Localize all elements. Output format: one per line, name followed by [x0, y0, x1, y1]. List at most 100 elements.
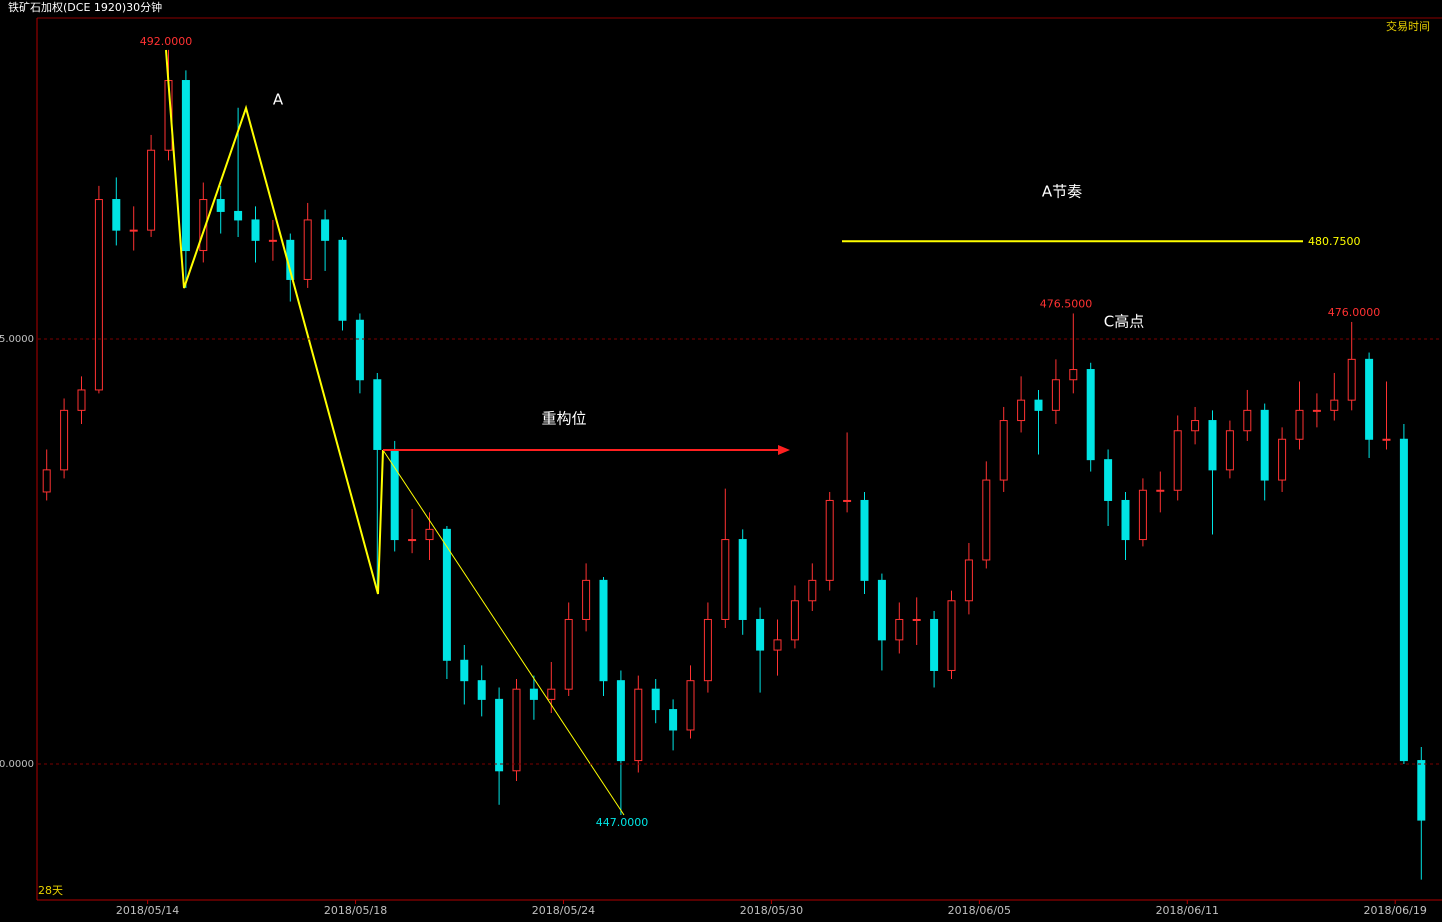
candle-body [181, 80, 190, 252]
annotation-text: A [273, 91, 284, 109]
annotation-text: A节奏 [1042, 183, 1082, 201]
candle-body [390, 448, 399, 541]
candle-body [1156, 489, 1165, 492]
candle-body [930, 618, 939, 671]
candle-body [738, 539, 747, 620]
candle-body [1034, 399, 1043, 411]
candle-body [1208, 420, 1217, 471]
candle-body [129, 229, 138, 232]
price-label: 476.0000 [1328, 306, 1381, 319]
x-tick-label: 2018/05/30 [740, 904, 803, 917]
candle-body [512, 688, 521, 772]
arrow-head [778, 445, 790, 455]
candle-body [843, 499, 852, 502]
trend-line [382, 449, 625, 816]
x-tick-label: 2018/05/18 [324, 904, 387, 917]
candle-body [1086, 369, 1095, 461]
candle-body [408, 539, 417, 542]
candle-body [60, 409, 69, 471]
candle-body [234, 210, 243, 221]
candle-body [1017, 399, 1026, 422]
candle-body [895, 618, 904, 641]
candle-body [686, 680, 695, 731]
candle-body [303, 219, 312, 280]
candle-body [1399, 438, 1408, 762]
candle-body [94, 199, 103, 391]
candle-body [982, 479, 991, 561]
candle-body [616, 680, 625, 762]
x-tick-label: 2018/06/11 [1156, 904, 1219, 917]
candle-body [860, 499, 869, 581]
candle-body [599, 579, 608, 682]
candle-body [773, 639, 782, 651]
candle-body [651, 688, 660, 711]
candle-body [529, 688, 538, 700]
price-label: 476.5000 [1040, 297, 1093, 310]
price-label: 492.0000 [140, 35, 193, 48]
candle-body [721, 539, 730, 620]
candle-body [460, 659, 469, 682]
candle-body [1069, 369, 1078, 381]
x-tick-label: 2018/06/19 [1363, 904, 1426, 917]
candle-body [77, 389, 86, 411]
candle-body [1225, 430, 1234, 471]
candle-body [1051, 379, 1060, 411]
candle-body [999, 420, 1008, 481]
candle-body [912, 618, 921, 621]
candle-body [373, 379, 382, 450]
candle-body [964, 559, 973, 602]
candle-body [1191, 420, 1200, 432]
y-tick-label: 475.0000 [0, 334, 34, 345]
candle-body [634, 688, 643, 762]
corner-label: 交易时间 [1386, 19, 1430, 33]
candle-body [877, 579, 886, 641]
candle-body [147, 149, 156, 231]
candle-body [1417, 760, 1426, 821]
candle-body [756, 618, 765, 651]
candle-body [669, 709, 678, 731]
period-label: 28天 [38, 884, 63, 897]
candle-body [1312, 409, 1321, 412]
candle-body [547, 688, 556, 700]
candle-body [790, 600, 799, 641]
y-tick-label: 450.0000 [0, 759, 34, 770]
candle-body [495, 698, 504, 772]
chart-title: 铁矿石加权(DCE 1920)30分钟 [8, 0, 162, 14]
candle-body [808, 579, 817, 602]
candle-body [216, 199, 225, 212]
candle-body [199, 199, 208, 252]
x-tick-label: 2018/05/14 [116, 904, 179, 917]
candle-body [1138, 489, 1147, 541]
annotation-text: C高点 [1104, 313, 1144, 331]
annotation-text: 重构位 [541, 410, 586, 428]
candle-body [1330, 399, 1339, 411]
price-label: 447.0000 [596, 816, 649, 829]
candle-body [947, 600, 956, 671]
candle-body [442, 528, 451, 661]
candle-body [1365, 358, 1374, 440]
candle-body [1295, 409, 1304, 440]
candle-body [251, 219, 260, 241]
candle-body [1104, 459, 1113, 501]
candle-body [355, 319, 364, 381]
candle-body [1347, 358, 1356, 401]
candle-body [425, 528, 434, 541]
x-tick-label: 2018/06/05 [948, 904, 1011, 917]
candle-body [268, 239, 277, 242]
wave-line [165, 49, 384, 595]
candle-body [564, 618, 573, 690]
x-tick-label: 2018/05/24 [532, 904, 595, 917]
candle-body [477, 680, 486, 700]
candle-body [112, 199, 121, 231]
candle-body [1382, 438, 1391, 441]
candle-body [42, 469, 51, 493]
candle-body [1278, 438, 1287, 481]
candle-body [703, 618, 712, 682]
level-label: 480.7500 [1308, 235, 1361, 248]
candle-body [1121, 499, 1130, 541]
candle-body [1260, 409, 1269, 481]
candle-body [321, 219, 330, 241]
